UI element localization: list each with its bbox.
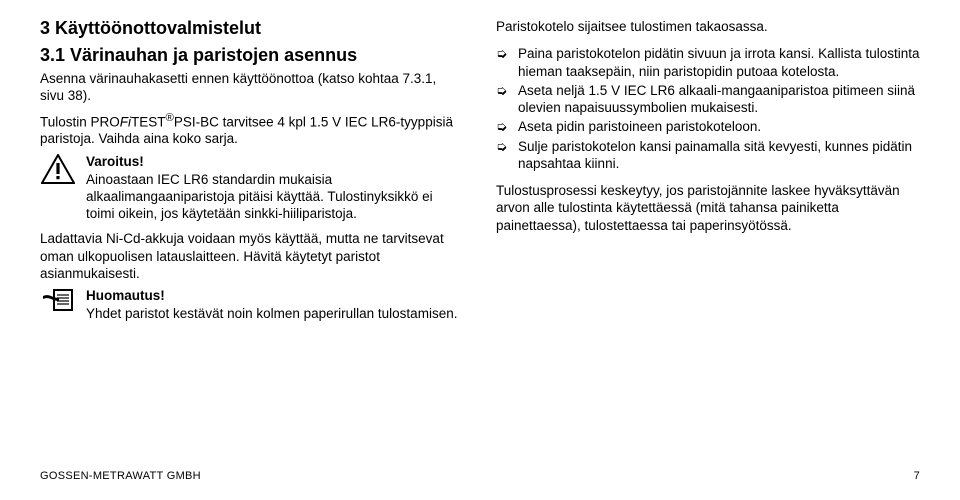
warning-block: Varoitus! Ainoastaan IEC LR6 standardin … [40, 154, 464, 223]
bullet-text: Sulje paristokotelon kansi painamalla si… [518, 138, 920, 173]
warning-text: Ainoastaan IEC LR6 standardin mukaisia a… [86, 171, 464, 223]
page-footer: GOSSEN-METRAWATT GMBH 7 [40, 470, 920, 482]
bullet-item: ➭ Sulje paristokotelon kansi painamalla s… [496, 138, 920, 173]
note-title: Huomautus! [86, 288, 464, 303]
bullet-text: Paina paristokotelon pidätin sivuun ja i… [518, 45, 920, 80]
bullet-text: Aseta neljä 1.5 V IEC LR6 alkaali-mangaa… [518, 82, 920, 117]
paragraph: Tulostusprosessi keskeytyy, jos paristoj… [496, 182, 920, 234]
footer-company: GOSSEN-METRAWATT GMBH [40, 470, 201, 482]
right-column: Paristokotelo sijaitsee tulostimen takao… [496, 18, 920, 330]
text-run: Tulostin PRO [40, 114, 120, 129]
bullet-arrow-icon: ➭ [496, 138, 510, 155]
bullet-text: Aseta pidin paristoineen paristokoteloon… [518, 118, 761, 135]
bullet-item: ➭ Aseta neljä 1.5 V IEC LR6 alkaali-manga… [496, 82, 920, 117]
paragraph: Paristokotelo sijaitsee tulostimen takao… [496, 18, 920, 35]
left-column: 3 Käyttöönottovalmistelut 3.1 Värinauhan… [40, 18, 464, 330]
warning-body: Varoitus! Ainoastaan IEC LR6 standardin … [86, 154, 464, 223]
bullet-arrow-icon: ➭ [496, 82, 510, 99]
note-text: Yhdet paristot kestävät noin kolmen pape… [86, 305, 464, 322]
paragraph: Tulostin PROFiTEST®PSI-BC tarvitsee 4 kp… [40, 111, 464, 148]
note-block: Huomautus! Yhdet paristot kestävät noin … [40, 288, 464, 322]
note-body: Huomautus! Yhdet paristot kestävät noin … [86, 288, 464, 322]
heading-subsection: 3.1 Värinauhan ja paristojen asennus [40, 45, 464, 66]
text-run-italic: Fi [120, 114, 131, 129]
heading-section: 3 Käyttöönottovalmistelut [40, 18, 464, 39]
paragraph: Asenna värinauhakasetti ennen käyttöönot… [40, 70, 464, 105]
paragraph: Ladattavia Ni-Cd-akkuja voidaan myös käy… [40, 230, 464, 282]
page-content: 3 Käyttöönottovalmistelut 3.1 Värinauhan… [0, 0, 960, 330]
bullet-item: ➭ Aseta pidin paristoineen paristokoteloo… [496, 118, 920, 135]
bullet-item: ➭ Paina paristokotelon pidätin sivuun ja … [496, 45, 920, 80]
text-sup: ® [166, 112, 174, 124]
warning-title: Varoitus! [86, 154, 464, 169]
note-icon [40, 288, 76, 312]
bullet-list: ➭ Paina paristokotelon pidätin sivuun ja … [496, 45, 920, 172]
text-run: TEST [131, 114, 166, 129]
bullet-arrow-icon: ➭ [496, 118, 510, 135]
bullet-arrow-icon: ➭ [496, 45, 510, 62]
footer-page-number: 7 [914, 470, 920, 482]
warning-icon [40, 154, 76, 184]
